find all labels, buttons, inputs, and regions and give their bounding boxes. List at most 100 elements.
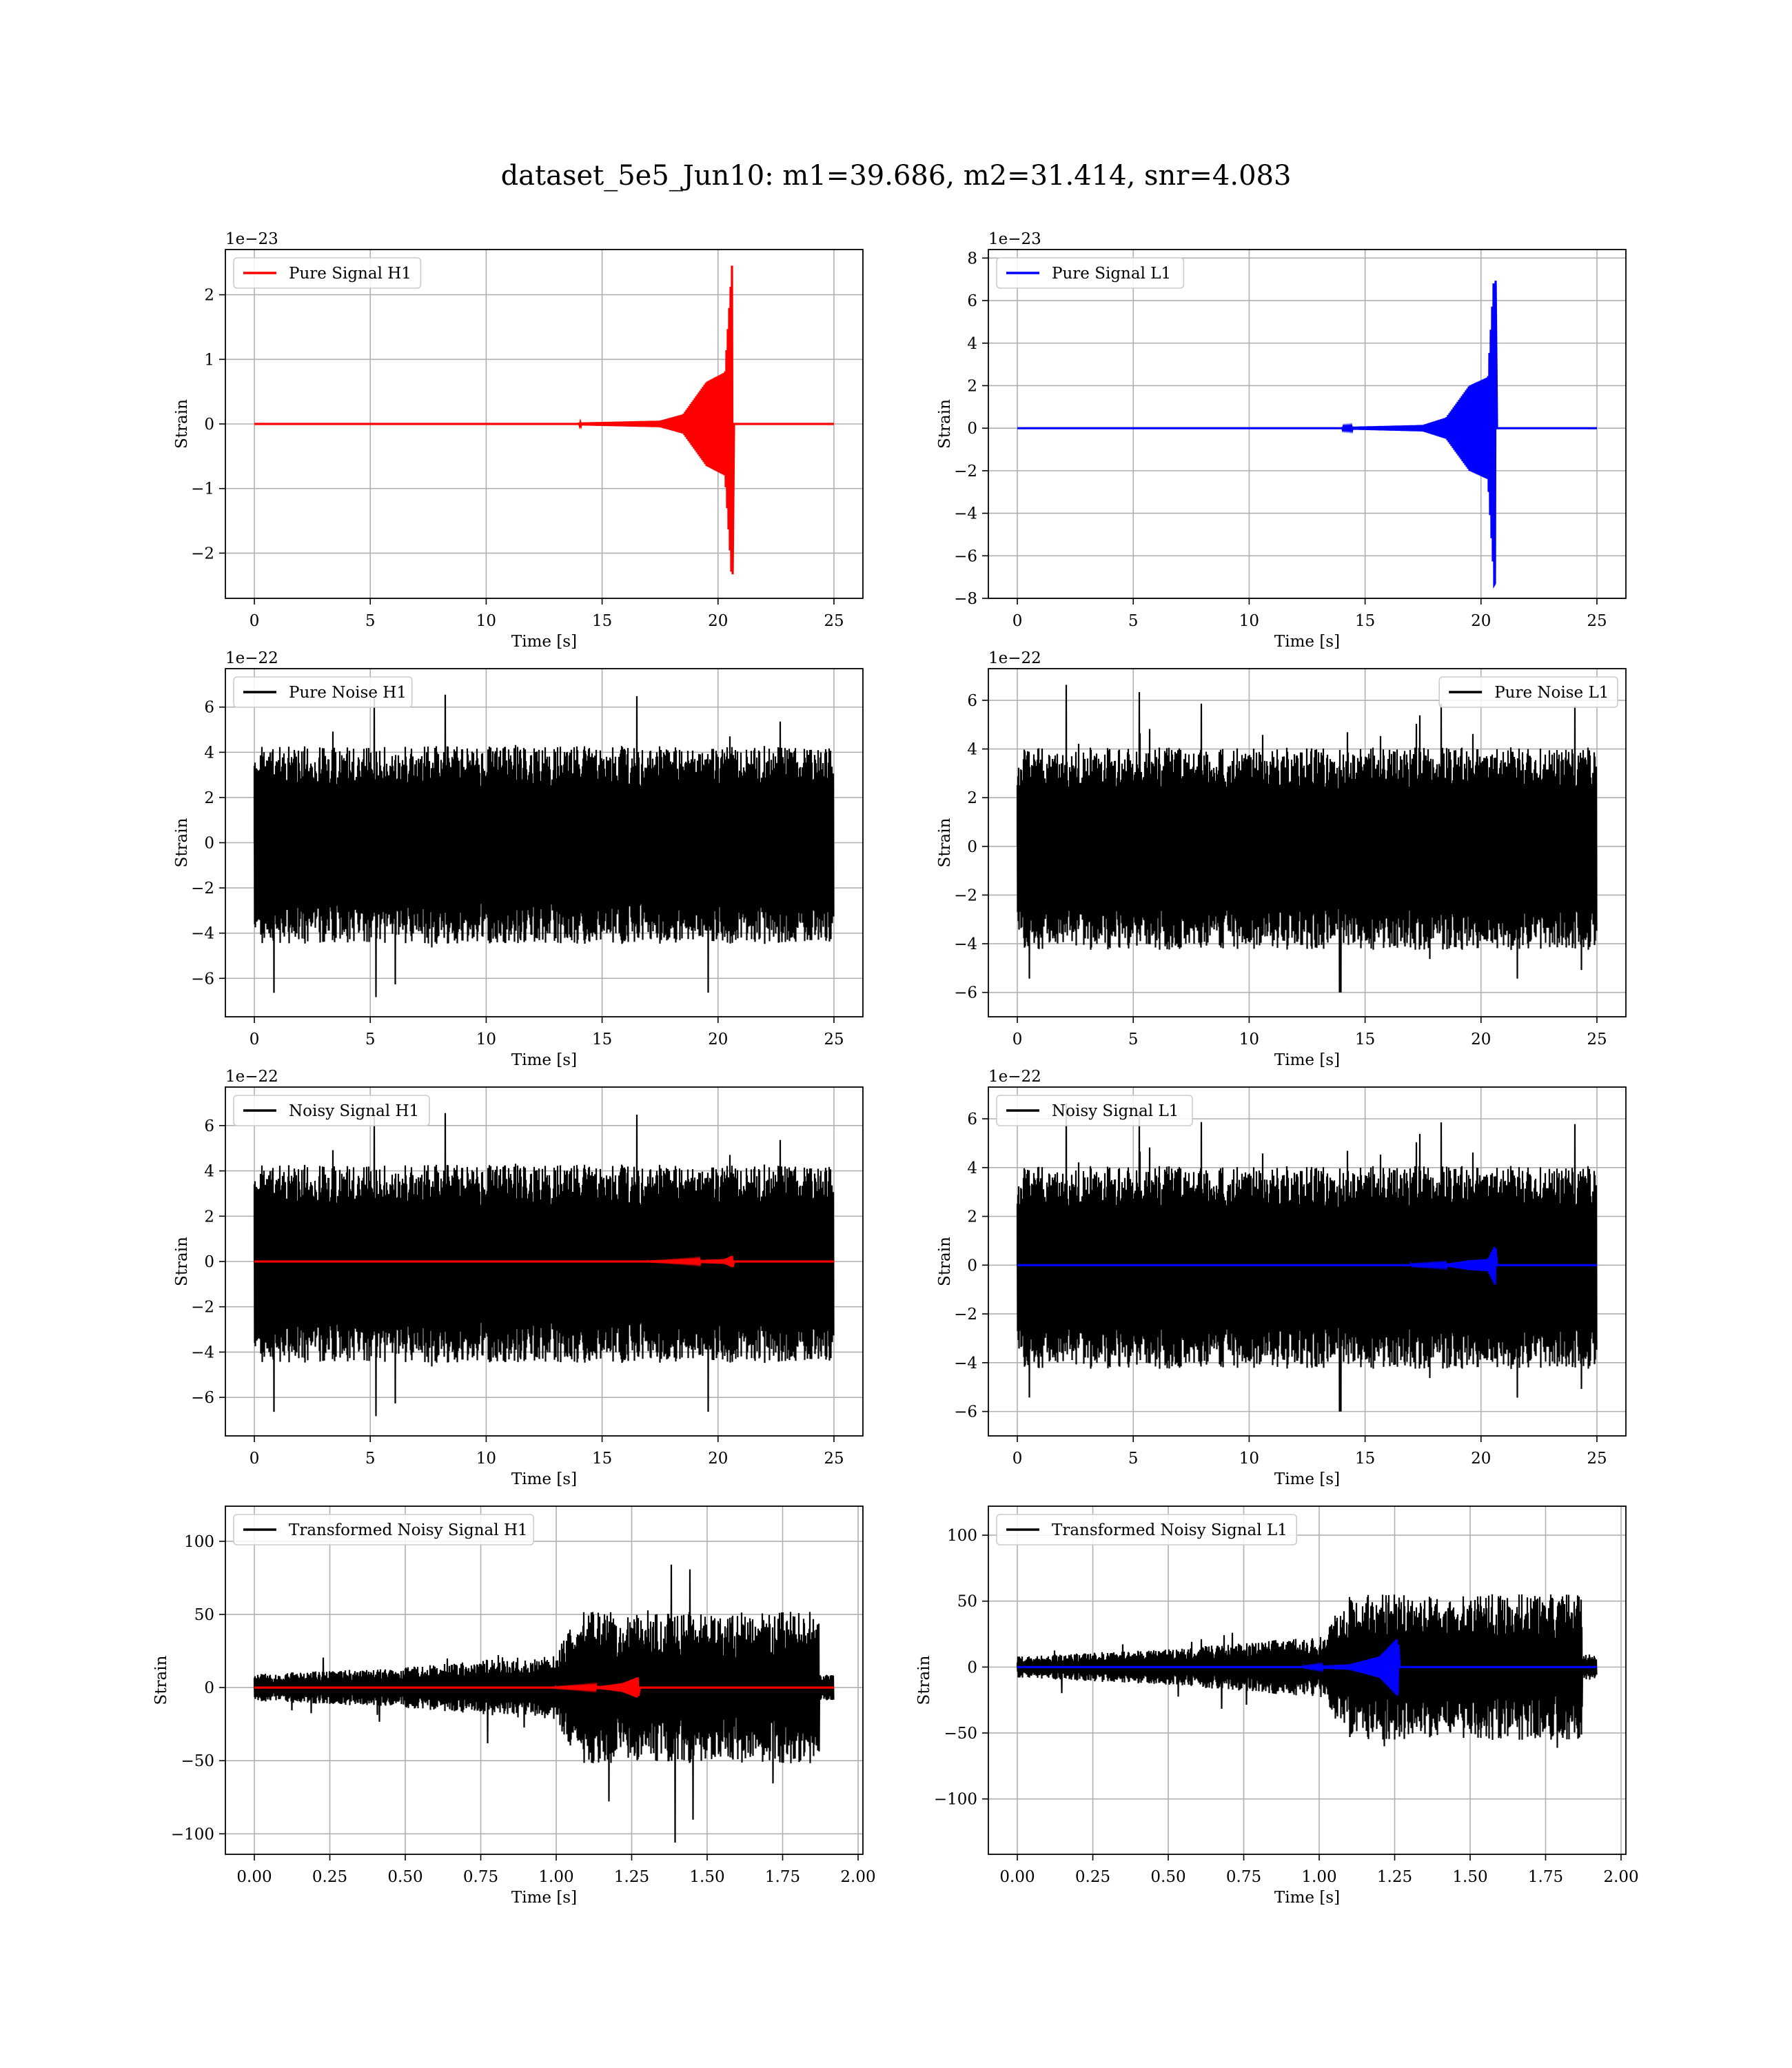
x-tick-label: 20 — [708, 1450, 728, 1468]
subplot-pure-noise-l1: 0 5 10 15 20 25 −6 −4 −2 0 2 4 6 Time [s] Strain 1e−22 P… — [936, 649, 1627, 1069]
y-tick-label: −2 — [191, 545, 214, 562]
axis-offset-text: 1e−23 — [988, 230, 1041, 248]
series-traces — [254, 265, 834, 575]
legend: Noisy Signal L1 — [996, 1095, 1193, 1126]
y-axis-label: Strain — [152, 1655, 170, 1705]
x-tick-label: 0 — [1012, 1031, 1023, 1048]
axes-frame — [988, 1506, 1627, 1855]
x-tick-label: 15 — [1355, 1031, 1375, 1048]
axes-frame — [225, 1086, 864, 1437]
y-tick-label: −6 — [954, 1403, 977, 1421]
y-tick-label: −6 — [954, 984, 977, 1002]
noise-trace — [1016, 685, 1598, 993]
signal-trace — [1017, 1247, 1597, 1285]
x-tick-label: 20 — [1471, 1031, 1491, 1048]
x-tick-label: 0.25 — [312, 1868, 347, 1886]
x-tick-label: 1.75 — [1528, 1868, 1563, 1886]
axis-offset-text: 1e−22 — [988, 649, 1041, 667]
x-tick-label: 25 — [824, 612, 844, 630]
y-tick-label: 2 — [204, 789, 214, 807]
y-tick-label: 4 — [967, 1159, 977, 1177]
y-tick-label: −1 — [191, 480, 214, 498]
y-axis-label: Strain — [936, 399, 954, 449]
x-tick-label: 0.75 — [463, 1868, 498, 1886]
y-tick-label: 0 — [204, 835, 214, 853]
axes-frame — [988, 1086, 1627, 1437]
legend-frame — [996, 1095, 1193, 1126]
noise-trace — [253, 694, 835, 997]
x-tick-label: 0.50 — [1150, 1868, 1185, 1886]
x-tick-label: 0 — [1012, 612, 1023, 630]
axes-frame — [225, 249, 864, 599]
y-tick-label: 100 — [184, 1533, 214, 1551]
axis-offset-text: 1e−22 — [225, 649, 278, 667]
y-tick-label: 0 — [967, 838, 977, 856]
y-axis-label: Strain — [173, 1237, 191, 1286]
x-axis-label: Time [s] — [1274, 1051, 1340, 1069]
x-tick-label: 0 — [250, 1450, 260, 1468]
axes-frame — [988, 249, 1627, 599]
legend-label: Pure Signal L1 — [1052, 265, 1171, 283]
series-traces — [1016, 1594, 1598, 1748]
series-traces — [253, 1113, 835, 1417]
y-axis-label: Strain — [936, 1237, 954, 1286]
signal-trace — [254, 265, 834, 575]
y-tick-label: 0 — [967, 1659, 977, 1676]
y-tick-label: −4 — [954, 505, 977, 523]
x-tick-label: 10 — [1239, 1031, 1259, 1048]
legend-frame — [233, 676, 413, 708]
y-tick-label: 0 — [967, 1257, 977, 1275]
y-tick-label: 6 — [967, 292, 977, 310]
y-tick-label: 8 — [967, 250, 977, 267]
x-tick-label: 25 — [824, 1031, 844, 1048]
x-tick-label: 2.00 — [840, 1868, 875, 1886]
subplot-transformed-noisy-signal-l1: 0.00 0.25 0.50 0.75 1.00 1.25 1.50 1.75 2.00 −100… — [915, 1506, 1639, 1907]
x-axis-label: Time [s] — [511, 633, 577, 651]
x-tick-label: 20 — [708, 612, 728, 630]
y-axis-label: Strain — [936, 818, 954, 867]
y-tick-label: 0 — [204, 416, 214, 434]
y-tick-label: −2 — [954, 1306, 977, 1324]
x-tick-label: 1.75 — [765, 1868, 800, 1886]
x-tick-label: 1.25 — [1377, 1868, 1412, 1886]
x-tick-label: 25 — [1587, 612, 1607, 630]
x-tick-label: 15 — [592, 1031, 612, 1048]
series-traces — [1017, 281, 1597, 589]
y-tick-label: 4 — [967, 741, 977, 759]
legend-frame — [233, 1095, 430, 1126]
y-tick-label: −50 — [944, 1725, 977, 1743]
legend-frame — [996, 257, 1185, 289]
x-tick-label: 25 — [1587, 1031, 1607, 1048]
subplot-pure-noise-h1: 0 5 10 15 20 25 −6 −4 −2 0 2 4 6 Time [s] Strain 1e−22 P… — [173, 649, 864, 1069]
legend-frame — [996, 1514, 1298, 1545]
y-tick-label: −4 — [191, 1344, 214, 1361]
y-tick-label: −4 — [954, 935, 977, 953]
y-tick-label: 0 — [204, 1679, 214, 1697]
y-tick-label: −50 — [181, 1752, 214, 1770]
y-tick-label: 50 — [194, 1606, 214, 1624]
legend-label: Transformed Noisy Signal L1 — [1052, 1521, 1287, 1539]
subplot-pure-signal-h1: 0 5 10 15 20 25 −2 −1 0 1 2 Time [s] Strain 1e−23 Pure… — [173, 230, 864, 651]
x-tick-label: 0.75 — [1226, 1868, 1261, 1886]
x-tick-label: 0 — [1012, 1450, 1023, 1468]
y-tick-label: −4 — [954, 1355, 977, 1372]
x-tick-label: 1.00 — [1301, 1868, 1336, 1886]
x-tick-label: 5 — [365, 612, 376, 630]
legend-label: Noisy Signal H1 — [289, 1102, 419, 1120]
x-tick-label: 0.00 — [999, 1868, 1035, 1886]
y-tick-label: 100 — [947, 1527, 977, 1545]
x-tick-label: 0.25 — [1075, 1868, 1110, 1886]
legend-frame — [233, 1514, 535, 1545]
series-traces — [253, 1564, 835, 1843]
x-tick-label: 10 — [476, 1031, 496, 1048]
legend: Pure Noise L1 — [1438, 676, 1618, 708]
y-tick-label: 2 — [204, 287, 214, 305]
x-tick-label: 1.00 — [538, 1868, 573, 1886]
y-tick-label: −2 — [954, 886, 977, 904]
x-tick-label: 0 — [250, 612, 260, 630]
x-tick-label: 20 — [708, 1031, 728, 1048]
y-tick-label: −2 — [191, 880, 214, 898]
x-tick-label: 10 — [476, 612, 496, 630]
x-tick-label: 1.50 — [689, 1868, 724, 1886]
